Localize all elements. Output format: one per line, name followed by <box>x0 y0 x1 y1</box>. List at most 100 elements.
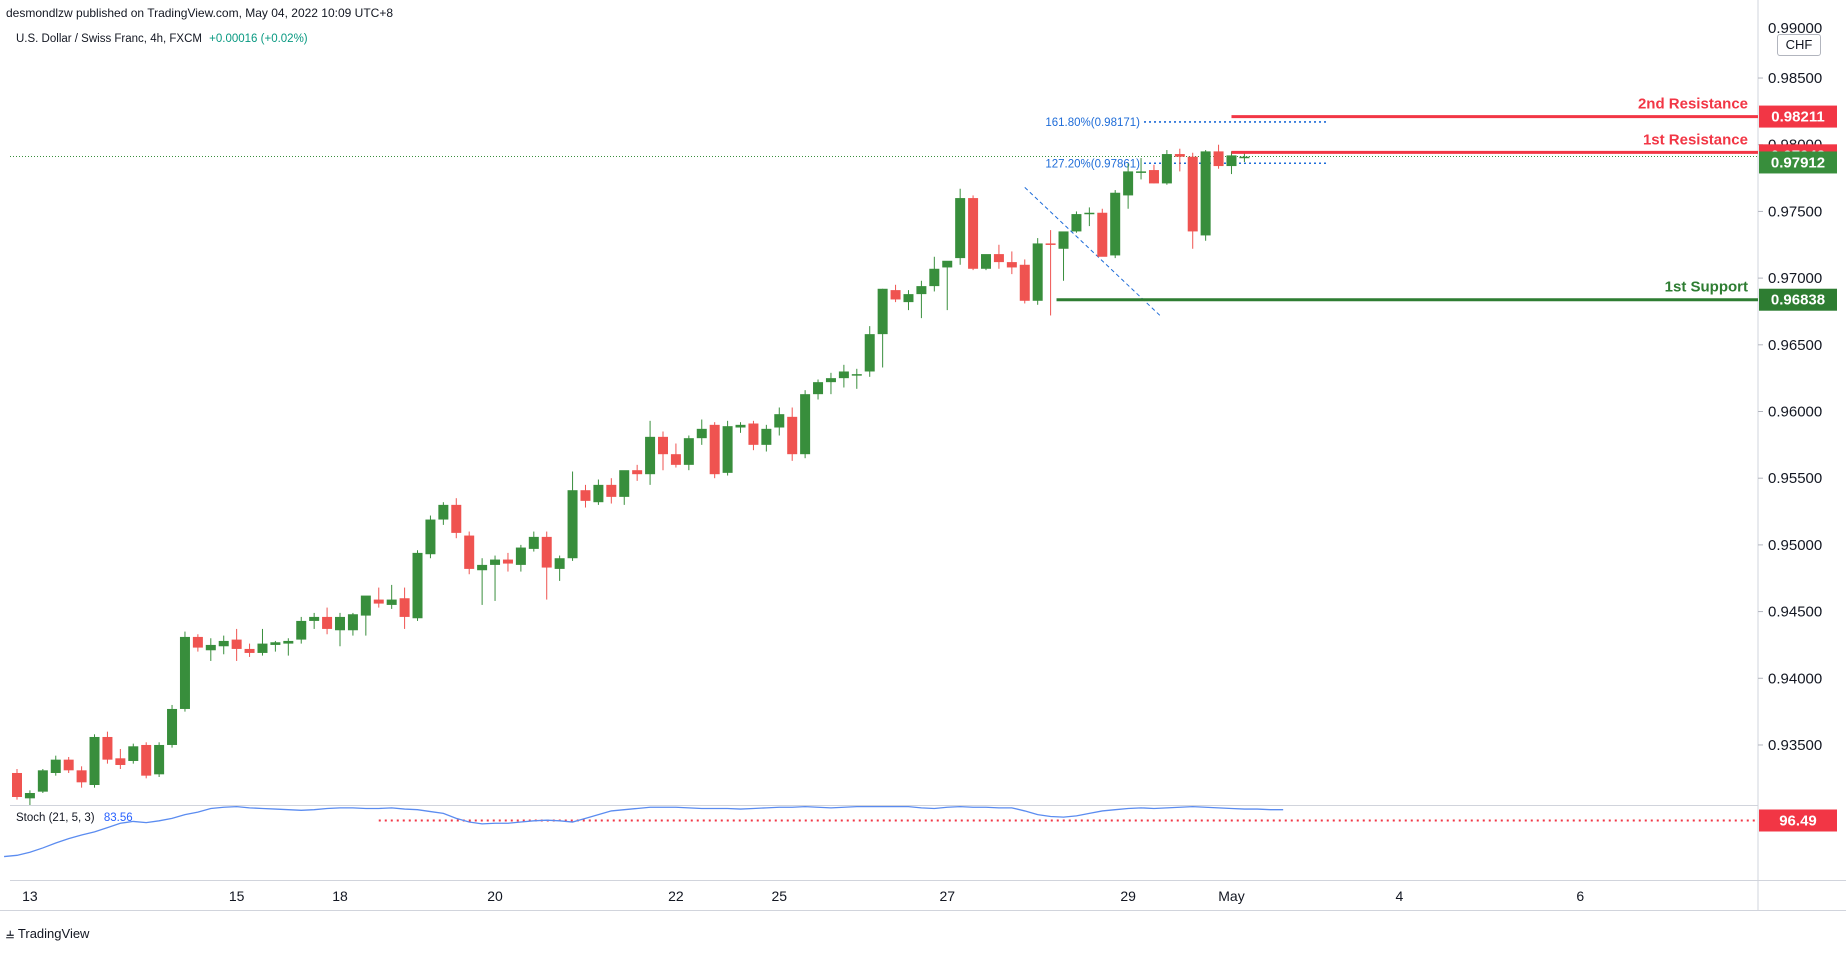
candle-up[interactable] <box>1226 155 1237 167</box>
candle-down[interactable] <box>1045 243 1056 245</box>
candle-up[interactable] <box>347 614 358 631</box>
candle-up[interactable] <box>490 559 501 565</box>
candle-down[interactable] <box>748 423 759 445</box>
candle-up[interactable] <box>37 770 48 792</box>
candle-down[interactable] <box>1006 262 1017 268</box>
candle-up[interactable] <box>619 470 630 497</box>
candle-up[interactable] <box>761 428 772 445</box>
candle-up[interactable] <box>567 490 578 559</box>
candle-up[interactable] <box>825 378 836 383</box>
candle-down[interactable] <box>502 559 513 564</box>
candle-up[interactable] <box>1161 154 1172 184</box>
candle-up[interactable] <box>296 620 307 640</box>
candle-up[interactable] <box>1136 171 1147 173</box>
candle-up[interactable] <box>1200 151 1211 236</box>
candle-down[interactable] <box>399 598 410 617</box>
candle-up[interactable] <box>309 616 320 621</box>
candle-down[interactable] <box>632 470 643 475</box>
candle-up[interactable] <box>477 564 488 571</box>
candle-down[interactable] <box>1187 156 1198 232</box>
candle-down[interactable] <box>373 599 384 604</box>
candle-up[interactable] <box>800 394 811 455</box>
candle-up[interactable] <box>916 286 927 295</box>
candle-down[interactable] <box>1174 154 1185 157</box>
candle-down[interactable] <box>1019 264 1030 301</box>
candle-down[interactable] <box>658 436 668 455</box>
candle-down[interactable] <box>890 290 901 300</box>
candle-up[interactable] <box>128 746 139 761</box>
candle-up[interactable] <box>735 424 746 428</box>
candle-up[interactable] <box>981 254 991 269</box>
candle-down[interactable] <box>244 648 255 653</box>
brand-footer[interactable]: ⫨ TradingView <box>6 925 89 942</box>
candle-up[interactable] <box>774 414 785 428</box>
candle-up[interactable] <box>218 640 229 647</box>
candle-down[interactable] <box>322 616 333 629</box>
candle-up[interactable] <box>1032 243 1043 301</box>
candle-down[interactable] <box>63 759 74 771</box>
candle-up[interactable] <box>205 644 216 651</box>
candle-up[interactable] <box>528 536 539 549</box>
candle-up[interactable] <box>929 268 940 287</box>
candle-up[interactable] <box>593 484 604 503</box>
candle-down[interactable] <box>451 504 462 533</box>
candle-up[interactable] <box>1058 231 1069 249</box>
stoch-legend[interactable]: Stoch (21, 5, 3) 83.56 <box>16 812 133 824</box>
candle-down[interactable] <box>115 758 126 765</box>
candle-down[interactable] <box>231 639 242 649</box>
candle-up[interactable] <box>554 558 565 569</box>
candle-up[interactable] <box>1239 156 1250 159</box>
candle-up[interactable] <box>1123 171 1134 196</box>
candle-down[interactable] <box>1213 151 1224 167</box>
candle-down[interactable] <box>1097 212 1108 257</box>
candle-up[interactable] <box>360 595 371 616</box>
candle-up[interactable] <box>1084 212 1095 215</box>
candle-up[interactable] <box>696 428 707 439</box>
candle-up[interactable] <box>942 260 953 268</box>
candle-up[interactable] <box>722 426 733 473</box>
candle-up[interactable] <box>877 288 888 335</box>
candle-down[interactable] <box>709 424 720 475</box>
candle-down[interactable] <box>993 254 1004 263</box>
candle-down[interactable] <box>580 490 591 501</box>
candle-up[interactable] <box>425 519 436 555</box>
candle-up[interactable] <box>154 744 165 775</box>
stoch-line[interactable] <box>4 805 1284 858</box>
symbol-legend[interactable]: U.S. Dollar / Swiss Franc, 4h, FXCM +0.0… <box>16 33 308 45</box>
candle-down[interactable] <box>12 772 22 797</box>
candle-down[interactable] <box>1148 170 1159 184</box>
candle-up[interactable] <box>838 371 849 379</box>
candle-up[interactable] <box>257 643 268 653</box>
candle-down[interactable] <box>464 535 475 569</box>
candle-up[interactable] <box>167 708 178 745</box>
candle-up[interactable] <box>386 599 397 605</box>
candle-up[interactable] <box>50 759 61 773</box>
candle-up[interactable] <box>412 552 423 619</box>
candle-down[interactable] <box>76 770 87 783</box>
candle-up[interactable] <box>851 374 862 376</box>
candle-up[interactable] <box>903 294 914 303</box>
candle-up[interactable] <box>955 198 966 259</box>
candle-down[interactable] <box>541 536 552 568</box>
candle-up[interactable] <box>24 792 35 799</box>
fib-anchor-line[interactable] <box>1024 187 1161 316</box>
candle-down[interactable] <box>670 454 681 465</box>
candle-up[interactable] <box>1110 192 1121 256</box>
candle-down[interactable] <box>141 744 152 776</box>
candle-up[interactable] <box>270 642 281 645</box>
candle-down[interactable] <box>968 198 979 269</box>
candle-up[interactable] <box>89 736 100 785</box>
candle-up[interactable] <box>515 547 526 565</box>
candle-up[interactable] <box>179 636 190 709</box>
candle-up[interactable] <box>438 504 449 520</box>
candle-down[interactable] <box>787 416 798 455</box>
currency-badge[interactable]: CHF <box>1777 34 1821 56</box>
candle-down[interactable] <box>102 736 113 760</box>
candle-down[interactable] <box>192 636 203 648</box>
candle-up[interactable] <box>1071 214 1082 232</box>
candle-up[interactable] <box>864 334 875 372</box>
candle-up[interactable] <box>283 640 294 644</box>
candle-up[interactable] <box>645 436 656 475</box>
candle-up[interactable] <box>683 438 694 465</box>
